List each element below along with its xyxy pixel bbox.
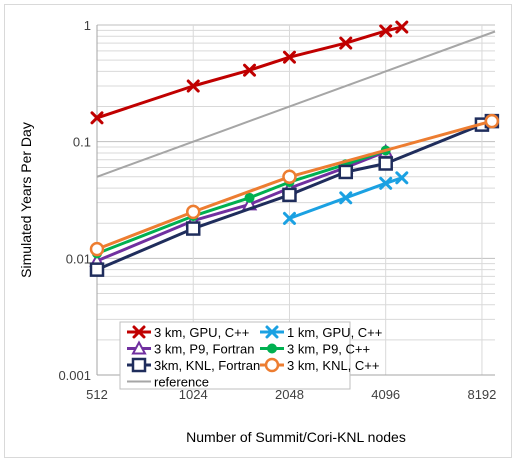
- chart-svg: 0.001 0.01 0.1 1 512 1024 2048 4096 8192 Number …: [18, 18, 500, 445]
- series-line: [96, 149, 387, 255]
- data-point: [185, 221, 201, 236]
- y-tick-label: 0.01: [66, 251, 91, 266]
- series-1-km-gpu-c-: [282, 171, 409, 225]
- x-tick-label: 8192: [467, 387, 496, 402]
- legend-item: 3 km, KNL, C++: [260, 357, 379, 373]
- data-point: [244, 192, 255, 203]
- data-point: [339, 36, 353, 50]
- legend-item: reference: [127, 375, 209, 390]
- series-line: [96, 119, 493, 251]
- y-tick-label: 0.001: [58, 368, 91, 383]
- legend-label: 1 km, GPU, C++: [287, 325, 382, 340]
- legend-label: 3 km, P9, C++: [287, 342, 370, 357]
- data-point: [338, 164, 354, 180]
- gridlines: [96, 24, 495, 376]
- series-reference: [96, 30, 496, 178]
- y-tick-label: 0.1: [73, 135, 91, 150]
- legend-label: 3 km, KNL, C++: [287, 358, 379, 373]
- data-point: [282, 50, 296, 64]
- data-point: [186, 79, 200, 93]
- series-3-km-knl-c-: [89, 113, 500, 257]
- data-point: [89, 262, 105, 277]
- data-point: [379, 24, 393, 38]
- legend-item: 1 km, GPU, C++: [260, 325, 382, 340]
- data-point: [282, 187, 297, 203]
- data-point: [282, 211, 296, 225]
- legend-item: 3 km, P9, C++: [260, 342, 370, 357]
- legend: 3 km, GPU, C++ 1 km, GPU, C++ 3 km, P9, Fo…: [119, 321, 382, 390]
- x-tick-label: 2048: [275, 387, 304, 402]
- data-point: [89, 241, 105, 257]
- x-tick-label: 1024: [179, 387, 208, 402]
- data-point: [379, 176, 393, 190]
- series-3-km-gpu-c-: [90, 20, 409, 125]
- legend-item: 3km, KNL, Fortran: [127, 357, 260, 373]
- data-point: [395, 20, 409, 34]
- legend-label: reference: [154, 375, 209, 390]
- y-tick-label: 1: [84, 18, 91, 33]
- data-point: [131, 357, 147, 373]
- data-point: [267, 343, 277, 354]
- data-point: [484, 113, 500, 129]
- chart-frame: 0.001 0.01 0.1 1 512 1024 2048 4096 8192 Number …: [4, 4, 512, 458]
- x-axis-title: Number of Summit/Cori-KNL nodes: [186, 429, 406, 445]
- series-group: [89, 20, 500, 277]
- x-tick-label: 4096: [371, 387, 400, 402]
- data-point: [378, 156, 393, 171]
- y-axis-title: Simulated Years Per Day: [18, 122, 34, 278]
- data-point: [282, 169, 297, 185]
- legend-label: 3km, KNL, Fortran: [154, 358, 260, 373]
- data-point: [185, 204, 201, 220]
- legend-item: 3 km, GPU, C++: [127, 325, 249, 340]
- data-point: [132, 325, 146, 339]
- data-point: [265, 325, 279, 339]
- series-line: [96, 30, 496, 178]
- legend-item: 3 km, P9, Fortran: [127, 340, 254, 357]
- data-point: [339, 191, 353, 205]
- legend-label: 3 km, GPU, C++: [154, 325, 249, 340]
- legend-box: [119, 321, 351, 390]
- x-tick-label: 512: [86, 387, 108, 402]
- data-point: [395, 171, 409, 185]
- legend-label: 3 km, P9, Fortran: [154, 342, 254, 357]
- tick-labels: 0.001 0.01 0.1 1 512 1024 2048 4096 8192: [58, 18, 496, 402]
- data-point: [90, 111, 104, 125]
- series-line: [288, 176, 403, 220]
- data-point: [264, 357, 280, 373]
- data-point: [243, 63, 257, 77]
- data-point: [131, 340, 147, 355]
